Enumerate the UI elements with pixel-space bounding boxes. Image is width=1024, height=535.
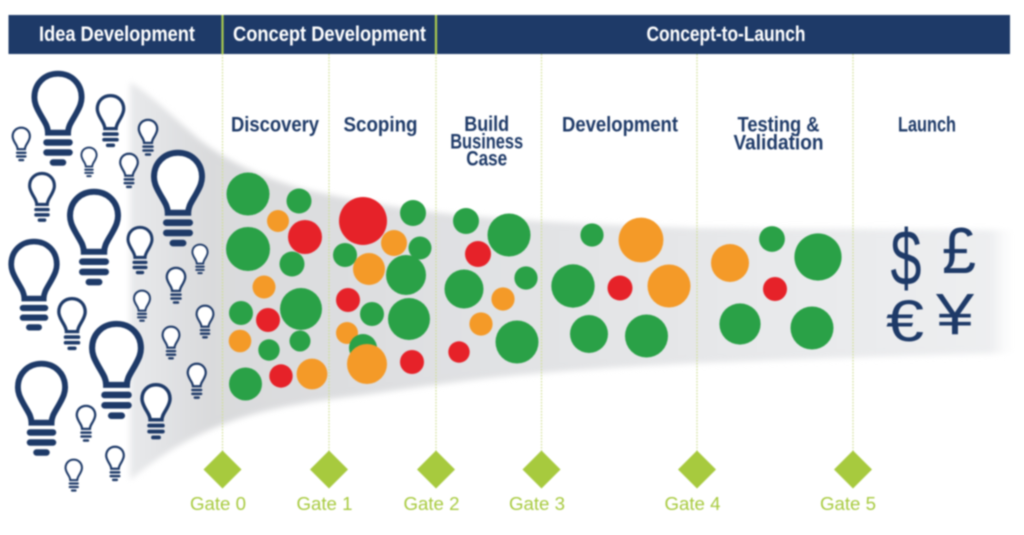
svg-text:€: € bbox=[886, 289, 924, 354]
svg-text:Gate 4: Gate 4 bbox=[665, 494, 721, 514]
svg-text:$: $ bbox=[891, 213, 922, 302]
svg-text:Case: Case bbox=[466, 147, 507, 171]
svg-text:Discovery: Discovery bbox=[231, 113, 319, 137]
svg-text:Gate 2: Gate 2 bbox=[404, 494, 460, 514]
svg-text:Launch: Launch bbox=[898, 113, 956, 137]
svg-text:£: £ bbox=[942, 214, 976, 287]
svg-text:Gate 3: Gate 3 bbox=[509, 494, 565, 514]
svg-text:Testing &: Testing & bbox=[738, 113, 820, 137]
svg-text:Business: Business bbox=[450, 129, 523, 153]
svg-text:Validation: Validation bbox=[734, 131, 824, 155]
svg-text:Scoping: Scoping bbox=[344, 113, 418, 137]
svg-text:Development: Development bbox=[562, 113, 678, 137]
svg-text:Idea Development: Idea Development bbox=[39, 23, 195, 46]
svg-text:Gate 1: Gate 1 bbox=[297, 494, 353, 514]
svg-text:Concept-to-Launch: Concept-to-Launch bbox=[647, 23, 806, 46]
svg-text:Concept Development: Concept Development bbox=[233, 23, 426, 46]
svg-text:Gate 0: Gate 0 bbox=[190, 494, 246, 514]
svg-text:Build: Build bbox=[464, 112, 509, 136]
svg-text:Gate 5: Gate 5 bbox=[820, 494, 876, 514]
svg-text:¥: ¥ bbox=[935, 282, 975, 347]
